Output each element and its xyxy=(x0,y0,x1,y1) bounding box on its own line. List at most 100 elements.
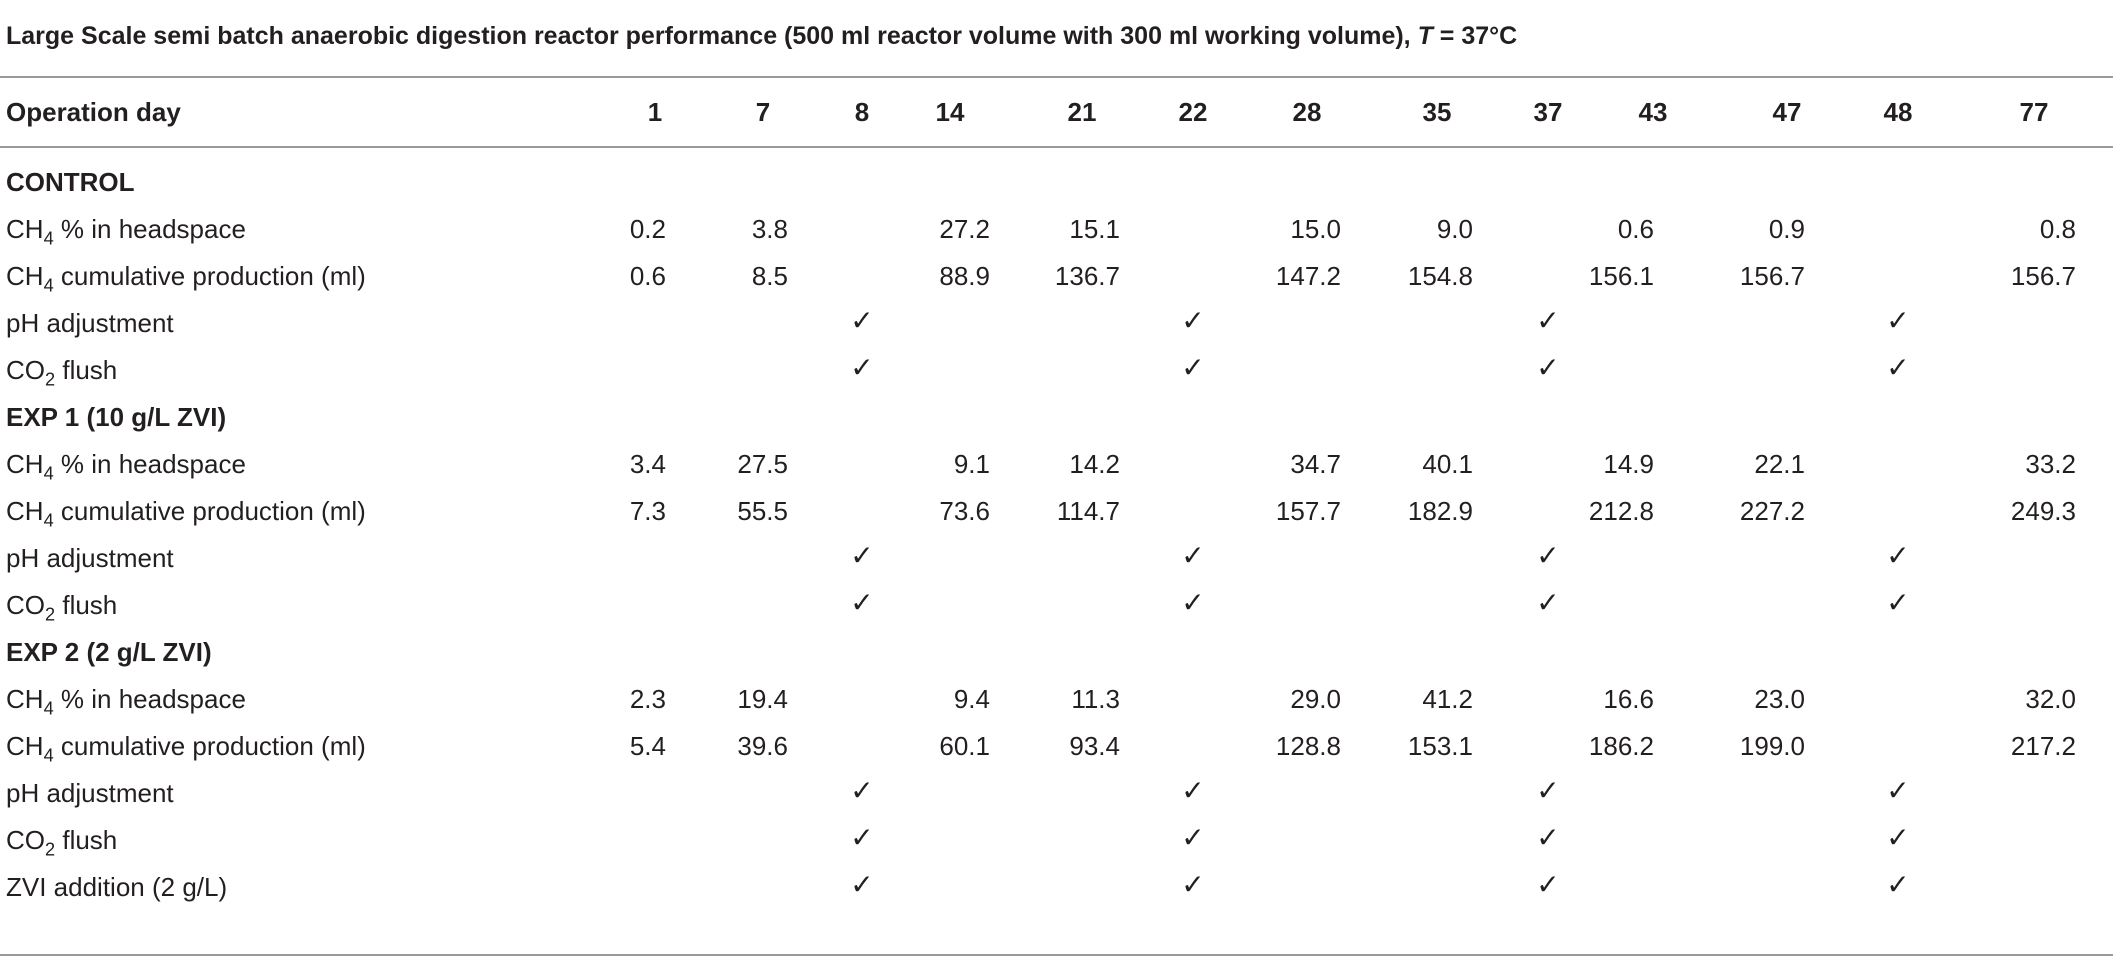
value-cell: 93.4 xyxy=(1069,731,1120,761)
value-cell: 40.1 xyxy=(1422,449,1473,479)
checkmark-icon: ✓ xyxy=(1181,540,1205,571)
row-label: pH adjustment xyxy=(6,308,174,338)
value-cell: 5.4 xyxy=(629,731,666,761)
value-cell: 39.6 xyxy=(737,731,788,761)
value-cell: 8.5 xyxy=(751,261,788,291)
header-day: 22 xyxy=(1178,97,1208,127)
header-rule xyxy=(0,146,2113,148)
value-cell: 0.6 xyxy=(1617,214,1654,244)
bottom-rule xyxy=(0,954,2113,956)
row-label-main: CO xyxy=(6,355,45,385)
caption-temperature-symbol: T xyxy=(1417,22,1433,50)
value-cell: 15.1 xyxy=(1069,214,1120,244)
checkmark-icon: ✓ xyxy=(1181,305,1205,336)
row-label-rest: cumulative production (ml) xyxy=(53,731,366,761)
value-cell: 22.1 xyxy=(1754,449,1805,479)
caption-prefix: Large Scale semi batch anaerobic digesti… xyxy=(6,22,1418,50)
row-label: pH adjustment xyxy=(6,543,174,573)
header-day: 21 xyxy=(1067,97,1097,127)
row-label: pH adjustment xyxy=(6,778,174,808)
row-label-rest: flush xyxy=(55,590,118,620)
row-label-main: CO xyxy=(6,590,45,620)
value-cell: 9.4 xyxy=(953,684,990,714)
table-caption: Large Scale semi batch anaerobic digesti… xyxy=(6,22,1517,51)
row-label: CH4 % in headspace xyxy=(6,684,246,717)
value-cell: 32.0 xyxy=(2025,684,2076,714)
row-label-subscript: 4 xyxy=(43,510,54,531)
value-cell: 41.2 xyxy=(1422,684,1473,714)
row-label-rest: % in headspace xyxy=(53,214,246,244)
row-label: CH4 % in headspace xyxy=(6,214,246,247)
section-title: EXP 2 (2 g/L ZVI) xyxy=(6,637,212,667)
checkmark-icon: ✓ xyxy=(1536,822,1560,853)
checkmark-icon: ✓ xyxy=(1536,869,1560,900)
value-cell: 114.7 xyxy=(1056,496,1120,526)
checkmark-icon: ✓ xyxy=(1181,822,1205,853)
row-label-main: CO xyxy=(6,825,45,855)
checkmark-icon: ✓ xyxy=(1886,540,1910,571)
value-cell: 157.7 xyxy=(1275,496,1341,526)
value-cell: 136.7 xyxy=(1054,261,1120,291)
checkmark-icon: ✓ xyxy=(1181,775,1205,806)
row-label: CO2 flush xyxy=(6,590,118,623)
checkmark-icon: ✓ xyxy=(1886,822,1910,853)
checkmark-icon: ✓ xyxy=(1181,352,1205,383)
checkmark-icon: ✓ xyxy=(850,540,874,571)
value-cell: 27.2 xyxy=(939,214,990,244)
header-day: 14 xyxy=(935,97,965,127)
value-cell: 186.2 xyxy=(1588,731,1654,761)
row-label-subscript: 4 xyxy=(43,275,54,296)
value-cell: 55.5 xyxy=(737,496,788,526)
value-cell: 156.7 xyxy=(1739,261,1805,291)
value-cell: 14.9 xyxy=(1603,449,1654,479)
checkmark-icon: ✓ xyxy=(1536,775,1560,806)
row-label-main: CH xyxy=(6,214,44,244)
row-label-subscript: 4 xyxy=(43,745,54,766)
checkmark-icon: ✓ xyxy=(1886,352,1910,383)
value-cell: 0.6 xyxy=(629,261,666,291)
row-label-main: ZVI addition (2 g/L) xyxy=(6,872,228,902)
header-label: Operation day xyxy=(6,97,181,127)
caption-temperature-value: = 37°C xyxy=(1432,22,1518,50)
row-label-subscript: 2 xyxy=(45,604,56,625)
checkmark-icon: ✓ xyxy=(850,822,874,853)
row-label-rest: cumulative production (ml) xyxy=(53,496,366,526)
value-cell: 3.4 xyxy=(629,449,666,479)
value-cell: 15.0 xyxy=(1290,214,1341,244)
section-title: EXP 1 (10 g/L ZVI) xyxy=(6,402,227,432)
value-cell: 23.0 xyxy=(1754,684,1805,714)
header-day: 8 xyxy=(854,97,870,127)
checkmark-icon: ✓ xyxy=(1536,587,1560,618)
row-label: CH4 % in headspace xyxy=(6,449,246,482)
value-cell: 249.3 xyxy=(2010,496,2076,526)
row-label-main: CH xyxy=(6,731,44,761)
row-label-subscript: 4 xyxy=(43,463,54,484)
value-cell: 11.3 xyxy=(1071,684,1120,714)
checkmark-icon: ✓ xyxy=(1536,352,1560,383)
value-cell: 33.2 xyxy=(2025,449,2076,479)
row-label-rest: flush xyxy=(55,825,118,855)
row-label-subscript: 4 xyxy=(43,698,54,719)
row-label-main: pH adjustment xyxy=(6,308,174,338)
row-label: CH4 cumulative production (ml) xyxy=(6,261,366,294)
value-cell: 217.2 xyxy=(2010,731,2076,761)
row-label-main: CH xyxy=(6,496,44,526)
row-label: CH4 cumulative production (ml) xyxy=(6,496,366,529)
row-label-rest: % in headspace xyxy=(53,449,246,479)
value-cell: 2.3 xyxy=(629,684,666,714)
value-cell: 60.1 xyxy=(939,731,990,761)
value-cell: 227.2 xyxy=(1739,496,1805,526)
checkmark-icon: ✓ xyxy=(850,352,874,383)
checkmark-icon: ✓ xyxy=(850,869,874,900)
checkmark-icon: ✓ xyxy=(1181,587,1205,618)
checkmark-icon: ✓ xyxy=(850,305,874,336)
value-cell: 212.8 xyxy=(1588,496,1654,526)
value-cell: 156.7 xyxy=(2010,261,2076,291)
row-label-subscript: 2 xyxy=(45,369,56,390)
checkmark-icon: ✓ xyxy=(850,775,874,806)
header-day: 47 xyxy=(1772,97,1802,127)
value-cell: 73.6 xyxy=(939,496,990,526)
value-cell: 199.0 xyxy=(1739,731,1805,761)
row-label-main: pH adjustment xyxy=(6,778,174,808)
value-cell: 153.1 xyxy=(1407,731,1473,761)
